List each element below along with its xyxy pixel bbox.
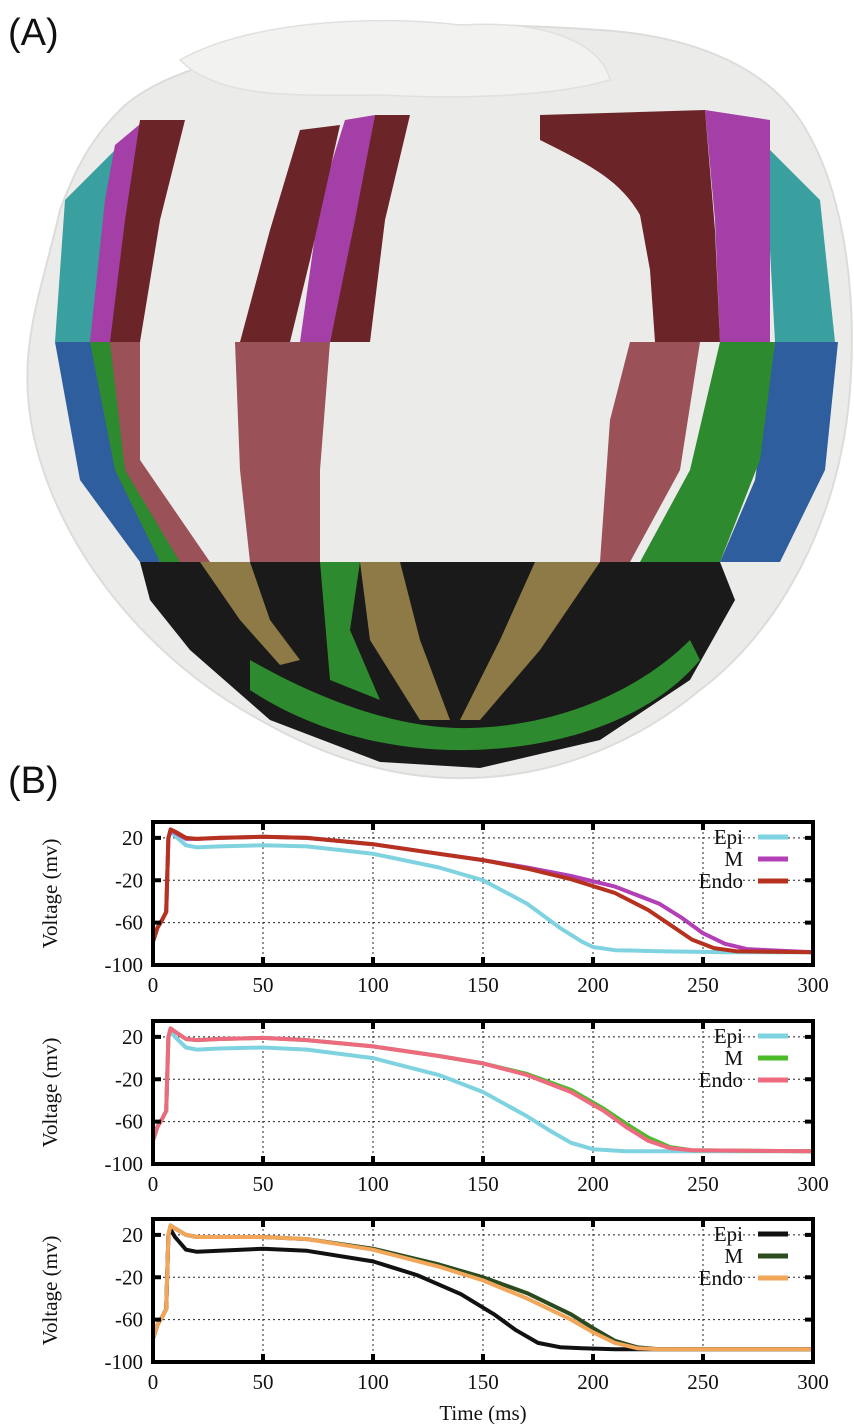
x-tick-label: 0 [148, 973, 159, 997]
legend-label-epi: Epi [714, 825, 743, 849]
legend-label-m: M [724, 847, 743, 871]
x-tick-label: 200 [577, 1370, 609, 1394]
x-tick-label: 0 [148, 1172, 159, 1196]
x-tick-label: 150 [467, 1370, 499, 1394]
x-tick-label: 200 [577, 973, 609, 997]
series-line-endo [151, 827, 815, 955]
panel-label-b: (B) [8, 760, 59, 802]
series-line-endo [151, 1223, 815, 1352]
segment-rose-b [235, 342, 330, 562]
segment-magenta-right [705, 110, 770, 342]
x-tick-label: 0 [148, 1370, 159, 1394]
segment-magenta-mid [300, 115, 375, 342]
y-tick-label: 20 [122, 826, 143, 850]
x-tick-label: 250 [687, 1172, 719, 1196]
y-axis-label: Voltage (mv) [38, 839, 62, 949]
y-tick-label: -20 [115, 1067, 143, 1091]
y-tick-label: -60 [115, 1110, 143, 1134]
y-tick-label: -100 [105, 1350, 144, 1374]
x-tick-label: 100 [357, 973, 389, 997]
y-tick-label: -60 [115, 911, 143, 935]
legend-label-epi: Epi [714, 1024, 743, 1048]
legend-label-m: M [724, 1244, 743, 1268]
y-axis-label: Voltage (mv) [38, 1038, 62, 1148]
segment-maroon-d [540, 110, 720, 342]
x-tick-label: 300 [797, 1370, 829, 1394]
legend-label-endo: Endo [699, 1068, 743, 1092]
aortic-bulge [178, 19, 611, 98]
segment-rose-a [110, 342, 210, 562]
segment-olive-a [200, 562, 300, 665]
y-axis-label: Voltage (mv) [38, 1236, 62, 1346]
x-tick-label: 100 [357, 1370, 389, 1394]
segment-blue-right [720, 342, 838, 562]
segment-green-bottom [250, 640, 700, 751]
legend-label-m: M [724, 1046, 743, 1070]
y-tick-label: -100 [105, 953, 144, 977]
x-tick-label: 150 [467, 973, 499, 997]
segment-magenta-left [90, 120, 145, 342]
x-tick-label: 150 [467, 1172, 499, 1196]
y-tick-label: -100 [105, 1152, 144, 1176]
x-tick-label: 200 [577, 1172, 609, 1196]
segment-maroon-b [240, 125, 340, 342]
y-tick-label: -20 [115, 1265, 143, 1289]
y-tick-label: 20 [122, 1025, 143, 1049]
x-tick-label: 250 [687, 973, 719, 997]
chart-2: 0 50 100 150 200 250 300 20 -20 -60 -100 Voltage (m… [38, 1019, 829, 1196]
segment-rose-c [600, 342, 700, 562]
x-tick-label: 50 [253, 1370, 274, 1394]
segment-olive-c [460, 562, 600, 720]
y-tick-label: -20 [115, 868, 143, 892]
y-tick-label: -60 [115, 1308, 143, 1332]
segment-green-right [640, 342, 775, 562]
x-axis-label: Time (ms) [439, 1401, 526, 1424]
legend-label-endo: Endo [699, 1266, 743, 1290]
segment-green-mid [320, 562, 380, 700]
chart-1: 0 50 100 150 200 250 300 20 -20 -60 -100 Voltage (m… [38, 820, 829, 997]
segment-olive-b [360, 562, 450, 720]
x-tick-label: 50 [253, 973, 274, 997]
heart-segmentation-figure [26, 19, 853, 780]
segment-teal-right [770, 150, 835, 342]
segment-maroon-c [330, 115, 410, 342]
x-tick-label: 300 [797, 973, 829, 997]
x-tick-label: 300 [797, 1172, 829, 1196]
chart-3: 0 50 100 150 200 250 300 20 -20 -60 -100 Voltage (m… [38, 1217, 829, 1424]
y-tick-label: 20 [122, 1223, 143, 1247]
series-line-endo [151, 1026, 815, 1154]
segment-maroon-a [110, 120, 185, 342]
x-tick-label: 50 [253, 1172, 274, 1196]
legend-label-endo: Endo [699, 869, 743, 893]
x-tick-label: 250 [687, 1370, 719, 1394]
x-tick-label: 100 [357, 1172, 389, 1196]
panel-label-a: (A) [8, 12, 59, 54]
legend-label-epi: Epi [714, 1222, 743, 1246]
